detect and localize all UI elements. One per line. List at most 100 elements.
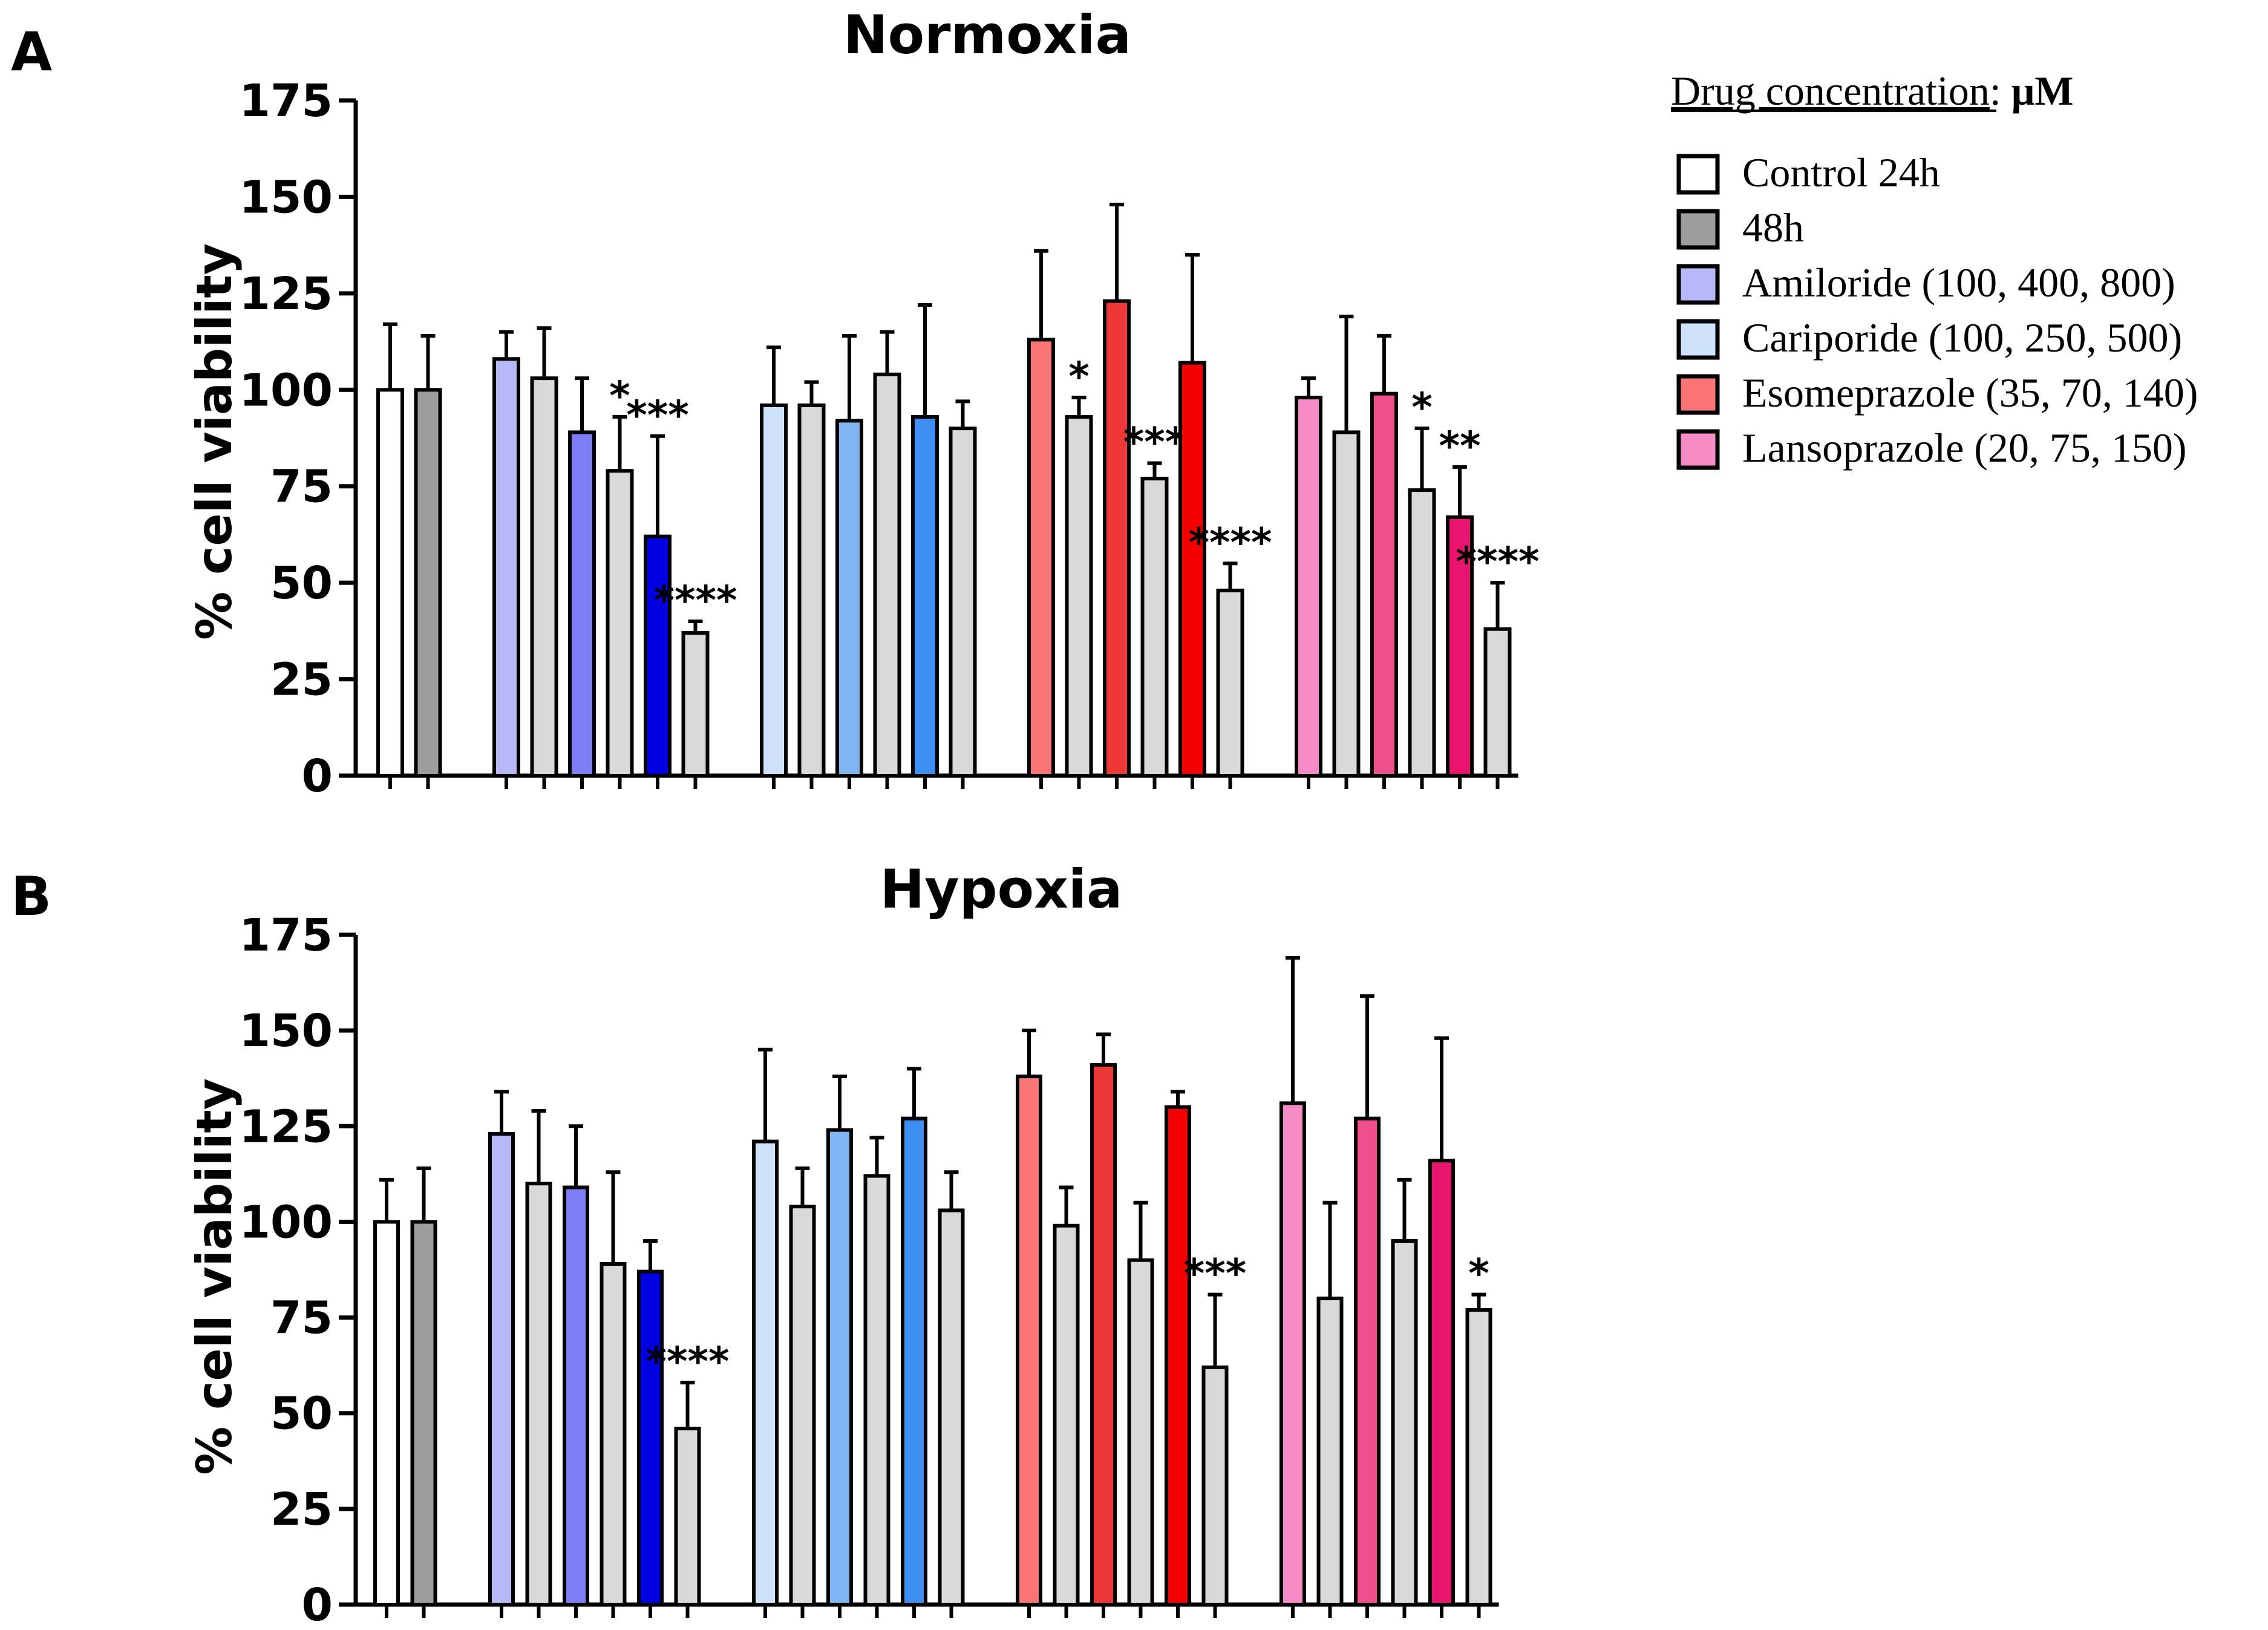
y-tick-label: 0 (302, 1579, 333, 1630)
bar (410, 1220, 437, 1606)
legend-title-line: Drug concentration: μM (1671, 68, 2073, 114)
significance-label: *** (626, 392, 689, 439)
bar (1178, 361, 1206, 777)
bar (1295, 396, 1322, 777)
legend-swatch (1676, 374, 1720, 415)
legend-title: Drug concentration (1671, 68, 1990, 114)
significance-label: *** (1123, 419, 1186, 465)
bar (1016, 1075, 1042, 1606)
y-tick-label: 100 (240, 364, 333, 416)
bar (797, 403, 826, 777)
legend-label: Control 24h (1742, 149, 1940, 195)
y-tick-label: 75 (270, 1292, 333, 1344)
bar (600, 1262, 627, 1607)
y-tick-label: 175 (240, 909, 333, 961)
bar (606, 469, 634, 777)
bar (752, 1139, 779, 1607)
significance-label: **** (1188, 519, 1272, 566)
significance-label: *** (1184, 1251, 1247, 1297)
bar (525, 1182, 552, 1606)
bar (1027, 338, 1055, 777)
y-tick-label: 25 (270, 1484, 333, 1536)
bar (1316, 1296, 1344, 1606)
bar (789, 1205, 816, 1606)
bar (637, 1269, 664, 1606)
bar (674, 1427, 701, 1606)
bar (644, 534, 672, 777)
bar (1201, 1365, 1229, 1606)
legend-label: 48h (1742, 205, 1804, 250)
bar (1428, 1159, 1455, 1606)
y-tick-label: 50 (270, 1388, 333, 1440)
bar (1391, 1239, 1418, 1606)
legend-swatch (1676, 319, 1720, 360)
legend-label: Esomeprazole (35, 70, 140) (1742, 370, 2198, 416)
significance-label: **** (1456, 538, 1539, 585)
y-tick-label: 125 (240, 268, 333, 320)
bar (373, 1220, 400, 1606)
legend-items: Control 24h 48h Amiloride (100, 400, 800) C… (1676, 149, 2198, 471)
legend-title-separator: : (1990, 68, 2011, 114)
bar (1465, 1308, 1492, 1606)
legend-label: Cariporide (100, 250, 500) (1742, 315, 2182, 361)
bar (492, 357, 520, 777)
legend-unit: μM (2011, 68, 2074, 114)
panel-letter-b: B (11, 865, 51, 928)
bar (938, 1208, 965, 1606)
bar (1483, 627, 1512, 777)
y-tick-label: 125 (240, 1101, 333, 1153)
significance-label: ** (1439, 423, 1480, 470)
y-tick-label: 75 (270, 461, 333, 513)
bar (530, 376, 558, 777)
bar (911, 414, 939, 777)
panel-letter-a: A (11, 21, 52, 83)
legend-swatch (1676, 209, 1720, 250)
significance-label: * (1411, 384, 1433, 431)
significance-label: * (1068, 353, 1090, 400)
y-tick-label: 25 (270, 654, 333, 706)
y-tick-label: 175 (240, 75, 333, 127)
y-axis-label-hypoxia: % cell viability (186, 1078, 243, 1475)
bar (873, 372, 901, 777)
bar (1332, 430, 1361, 777)
bar (1216, 588, 1244, 777)
y-tick-label: 0 (302, 750, 333, 802)
bar (488, 1131, 515, 1606)
y-tick-label: 50 (270, 557, 333, 609)
legend-swatch (1676, 154, 1720, 195)
bar (1103, 299, 1131, 777)
legend-swatch (1676, 429, 1720, 470)
y-axis-label-normoxia: % cell viability (186, 243, 243, 640)
y-tick-label: 150 (240, 171, 333, 223)
legend-label: Lansoprazole (20, 75, 150) (1742, 425, 2187, 471)
bar (414, 388, 442, 777)
significance-label: * (1468, 1251, 1489, 1297)
bar (1140, 476, 1169, 778)
bar (949, 427, 977, 777)
bar (1165, 1105, 1191, 1606)
bar (681, 631, 710, 777)
bar (1354, 1116, 1381, 1606)
legend: Drug concentration: μM Control 24h 48h Ami… (1671, 68, 2198, 471)
bar (901, 1116, 927, 1606)
chart-title-normoxia: Normoxia (843, 4, 1131, 66)
bar (1446, 515, 1474, 778)
bar (568, 430, 596, 777)
bar (376, 388, 404, 777)
bar (1065, 414, 1093, 777)
significance-label: **** (653, 577, 737, 624)
bar (563, 1185, 589, 1607)
bar (760, 403, 788, 777)
y-tick-label: 150 (240, 1005, 333, 1057)
bar (1090, 1063, 1117, 1607)
chart-title-hypoxia: Hypoxia (880, 858, 1123, 920)
significance-label: * (609, 373, 630, 419)
bar (863, 1174, 891, 1606)
y-tick-label: 100 (240, 1196, 333, 1248)
bar (1127, 1258, 1154, 1607)
legend-label: Amiloride (100, 400, 800) (1742, 260, 2175, 306)
legend-swatch (1676, 264, 1720, 305)
bar (1370, 391, 1398, 777)
bar (835, 419, 863, 777)
